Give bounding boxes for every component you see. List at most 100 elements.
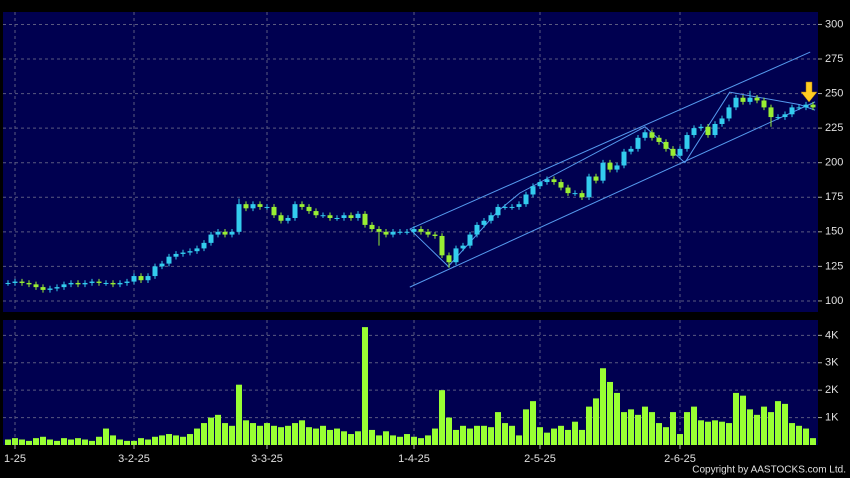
volume-bar — [194, 428, 200, 445]
candle-body — [747, 97, 753, 102]
volume-bar — [705, 421, 711, 445]
candle-body — [243, 204, 249, 209]
y-tick-label: 100 — [825, 295, 843, 307]
candle-body — [299, 204, 305, 207]
volume-bar — [103, 428, 109, 445]
volume-bar — [502, 423, 508, 445]
candle-body — [649, 132, 655, 138]
candle-body — [530, 186, 536, 195]
candle-body — [278, 215, 284, 221]
candle-body — [215, 231, 221, 235]
candle-body — [775, 117, 781, 119]
candle-body — [397, 231, 403, 233]
signal-arrow — [800, 81, 818, 103]
candle-body — [642, 132, 648, 138]
volume-bar — [579, 429, 585, 445]
candle-body — [89, 281, 95, 283]
candle-body — [523, 194, 529, 205]
y-tick-label: 2K — [825, 384, 839, 396]
volume-bar — [635, 414, 641, 445]
volume-bar — [733, 392, 739, 445]
candle-body — [362, 213, 368, 225]
candle-body — [411, 229, 417, 232]
volume-bar — [782, 403, 788, 445]
candle-body — [621, 151, 627, 166]
candle-body — [334, 217, 340, 219]
candle-body — [54, 287, 60, 289]
volume-bar — [418, 438, 424, 445]
candle-body — [194, 248, 200, 252]
candle-body — [383, 231, 389, 235]
candle-body — [537, 182, 543, 187]
volume-bar — [271, 425, 277, 445]
candle-body — [789, 107, 795, 115]
volume-bar — [621, 412, 627, 445]
volume-bar — [145, 439, 151, 445]
volume-bar — [12, 438, 18, 445]
candle-body — [5, 282, 11, 284]
volume-bar — [152, 436, 158, 445]
volume-bar — [453, 429, 459, 445]
candle-body — [327, 215, 333, 218]
candle-body — [670, 148, 676, 156]
volume-bar — [663, 427, 669, 445]
volume-bar — [236, 384, 242, 445]
candle-body — [75, 282, 81, 285]
x-tick-label: 2-6-25 — [664, 453, 696, 465]
candle-body — [810, 104, 816, 108]
price-panel — [3, 12, 818, 312]
volume-bar — [467, 428, 473, 445]
volume-bar — [138, 438, 144, 445]
candle-body — [250, 204, 256, 209]
candle-body — [271, 206, 277, 216]
volume-bar — [313, 428, 319, 445]
candle-body — [439, 235, 445, 256]
volume-bar — [131, 440, 137, 445]
volume-bar — [691, 406, 697, 445]
volume-bar — [614, 392, 620, 445]
candle-body — [698, 126, 704, 129]
volume-bar — [348, 434, 354, 445]
volume-bar — [628, 409, 634, 445]
y-tick-label: 3K — [825, 357, 839, 369]
volume-bar — [229, 425, 235, 445]
trend-line — [409, 101, 816, 288]
candle-body — [656, 137, 662, 142]
candle-body — [495, 206, 501, 216]
candle-body — [768, 107, 774, 118]
volume-bar — [411, 436, 417, 445]
candle-body — [82, 282, 88, 285]
y-tick-label: 275 — [825, 53, 843, 65]
candle-body — [586, 176, 592, 198]
candle-body — [425, 231, 431, 235]
volume-bar — [439, 390, 445, 445]
candle-body — [614, 165, 620, 170]
volume-bar — [47, 439, 53, 445]
candle-body — [348, 215, 354, 218]
volume-bar — [187, 434, 193, 445]
candle-body — [33, 284, 39, 288]
candle-body — [103, 282, 109, 284]
volume-bar — [677, 434, 683, 445]
candle-body — [474, 224, 480, 235]
y-tick-label: 125 — [825, 260, 843, 272]
volume-bar — [523, 409, 529, 445]
volume-bar — [61, 438, 67, 445]
candle-body — [418, 229, 424, 232]
candle-body — [684, 135, 690, 149]
volume-bar — [383, 431, 389, 445]
candle-body — [222, 231, 228, 235]
candle-body — [187, 251, 193, 253]
candle-body — [306, 206, 312, 212]
y-tick-label: 1K — [825, 411, 839, 423]
volume-bar — [586, 406, 592, 445]
candle-body — [131, 276, 137, 282]
candle-body — [166, 256, 172, 264]
volume-bar — [810, 438, 816, 445]
volume-panel — [3, 320, 818, 445]
candle-body — [229, 231, 235, 235]
volume-bar — [684, 412, 690, 445]
volume-bar — [698, 420, 704, 445]
candle-body — [369, 224, 375, 230]
